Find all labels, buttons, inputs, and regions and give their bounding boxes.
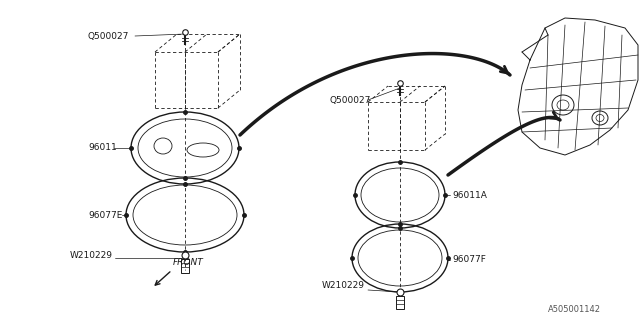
Bar — [181, 259, 189, 273]
Text: Q500027: Q500027 — [88, 31, 129, 41]
Text: 96077E: 96077E — [88, 211, 122, 220]
Bar — [396, 296, 404, 309]
Text: A505001142: A505001142 — [548, 305, 601, 314]
Text: 96011A: 96011A — [452, 190, 487, 199]
Text: W210229: W210229 — [322, 281, 365, 290]
Text: Q500027: Q500027 — [330, 95, 371, 105]
Text: FRONT: FRONT — [173, 258, 204, 267]
Text: 96077F: 96077F — [452, 255, 486, 265]
Text: 96011: 96011 — [88, 143, 116, 153]
Text: W210229: W210229 — [70, 251, 113, 260]
